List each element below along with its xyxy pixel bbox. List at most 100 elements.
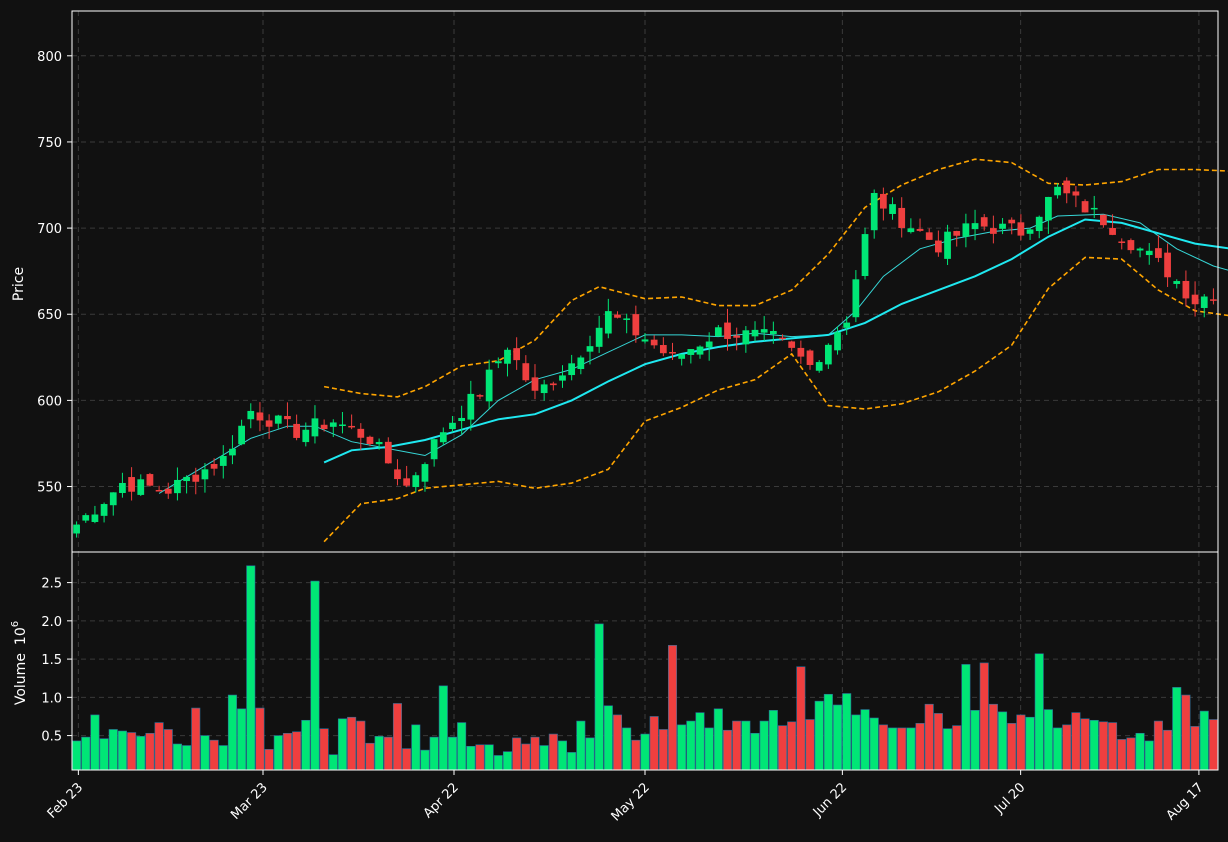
volume-bar (979, 662, 989, 771)
candle (1118, 238, 1126, 250)
candle-body (394, 469, 401, 480)
candle (549, 381, 557, 391)
candle-body (375, 441, 383, 445)
volume-bar (475, 744, 485, 771)
candle (247, 403, 255, 429)
candle-body (1191, 294, 1199, 305)
candle (109, 492, 117, 516)
volume-bar (163, 729, 173, 771)
candle (1081, 199, 1089, 213)
volume-bar (952, 725, 962, 771)
volume-bar (1208, 719, 1218, 771)
candle (494, 357, 502, 369)
volume-bar (209, 739, 219, 771)
volume-bar (411, 724, 421, 771)
candle-body (439, 432, 447, 443)
candle (907, 218, 915, 234)
volume-bar (1199, 710, 1209, 771)
volume-bar (337, 718, 347, 771)
candle (238, 419, 245, 446)
volume-bar (851, 714, 861, 771)
candle (1136, 247, 1144, 258)
candle (595, 315, 603, 353)
volume-bar (90, 714, 100, 771)
candle-body (183, 476, 190, 482)
volume-axis-unit-exp: 6 (10, 621, 21, 627)
candle (421, 462, 429, 492)
candle-body (219, 455, 227, 466)
candle-body (274, 415, 282, 424)
candle-body (797, 347, 805, 357)
volume-bar (301, 719, 311, 771)
volume-bar (943, 728, 953, 771)
volume-bar (842, 693, 852, 771)
candle-body (403, 478, 411, 486)
volume-bar (457, 722, 467, 771)
candle-body (696, 346, 704, 355)
candle-body (568, 363, 576, 376)
volume-y-tick-label: 1.0 (41, 691, 62, 706)
price-y-tick-label: 700 (37, 222, 62, 237)
candle-body (247, 410, 255, 420)
candle-body (604, 311, 612, 334)
candle (1164, 243, 1171, 287)
candle-body (348, 425, 355, 428)
volume-bar (282, 732, 292, 771)
volume-bar (805, 719, 815, 771)
candle (669, 342, 676, 360)
candle-body (421, 464, 429, 482)
candle-body (980, 217, 988, 227)
candle-body (494, 361, 502, 364)
price-y-tick-label: 550 (37, 481, 62, 496)
axes-labels: Feb 23 Mar 23 Apr 22 May 22 Jun 22 Jul 20 Aug … (37, 50, 1207, 825)
volume-bar (383, 736, 393, 771)
volume-bar (264, 749, 274, 771)
candle-body (1054, 186, 1061, 196)
candle (412, 472, 420, 493)
candle (1090, 195, 1098, 219)
candle (815, 360, 823, 373)
candle-body (293, 423, 300, 438)
candle-body (614, 314, 621, 318)
candle (137, 474, 145, 496)
candle-body (760, 329, 768, 333)
volume-bar (878, 724, 888, 771)
candle-body (879, 193, 887, 209)
candle (577, 355, 585, 375)
candle (430, 438, 438, 467)
candle (879, 187, 887, 221)
candle-body (935, 240, 942, 253)
candle-body (733, 335, 741, 338)
volume-bar (988, 703, 998, 771)
candle (302, 422, 310, 447)
candle (357, 423, 365, 451)
candle (1145, 243, 1153, 265)
candle-body (806, 350, 814, 365)
candle (641, 333, 649, 344)
candle (586, 335, 594, 365)
candle (733, 327, 741, 351)
volume-bar (603, 705, 613, 771)
volume-bar (1117, 739, 1127, 771)
volume-bar (310, 580, 320, 771)
candle-body (1136, 248, 1144, 251)
volume-bar (237, 708, 247, 771)
x-tick-label: May 22 (609, 780, 653, 824)
candle-body (971, 223, 979, 230)
candle (760, 316, 768, 341)
candle-body (1045, 196, 1052, 221)
candle (311, 405, 319, 444)
volume-bar (1181, 694, 1191, 771)
candle-body (549, 383, 557, 386)
candle-body (1173, 281, 1181, 284)
candle-body (714, 327, 722, 337)
volume-bar (420, 749, 430, 771)
candle-body (659, 345, 667, 354)
candle-body (366, 436, 374, 444)
volume-bar (1034, 653, 1044, 771)
volume-bar (1108, 722, 1118, 771)
volume-bar (539, 745, 549, 771)
candle (1008, 217, 1016, 235)
candle-body (1164, 252, 1171, 278)
volume-bar (888, 727, 898, 771)
